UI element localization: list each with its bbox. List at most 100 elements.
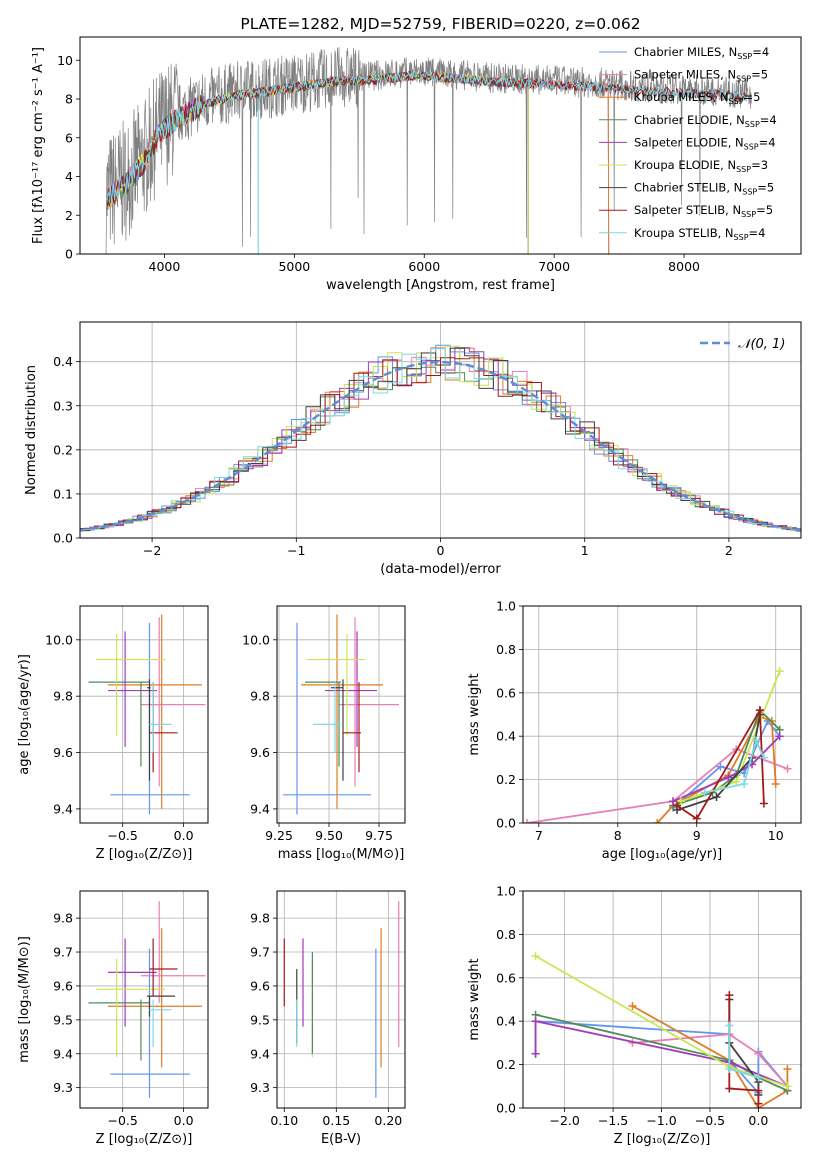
- legend-value: =4: [759, 135, 776, 149]
- data-point: [628, 1002, 637, 1011]
- errorbar-point: [325, 631, 377, 747]
- axes-weight_vs_age: 7 8 9 10 0.0 0.2 0.4 0.6 0.8 1.0 age [log₁₀(age/yr…: [467, 599, 801, 862]
- errorbar-point: [301, 614, 383, 809]
- errorbar-point: [331, 679, 344, 781]
- series-line: [676, 714, 761, 811]
- legend-label: Salpeter STELIB, NSSP=5: [634, 203, 773, 219]
- data-point: [755, 706, 764, 715]
- y-tick-label: 2: [65, 208, 73, 223]
- hist-plot: [80, 344, 801, 533]
- x-axis-label: Z [log₁₀(Z/Z⊙)]: [614, 1132, 711, 1147]
- y-tick-label: 9.7: [250, 945, 270, 960]
- y-tick-label: 9.6: [53, 745, 73, 760]
- errorbar-point: [95, 958, 166, 1058]
- y-tick-label: 9.4: [53, 1046, 73, 1061]
- legend-value: =3: [751, 158, 768, 172]
- errorbar-point: [88, 681, 150, 767]
- y-tick-label: 0.3: [53, 398, 73, 413]
- plot-frame: [522, 890, 802, 1109]
- y-tick-label: 9.8: [53, 911, 73, 926]
- data-point: [523, 819, 531, 823]
- errorbar-point: [108, 614, 202, 809]
- errorbar-point: [307, 634, 365, 736]
- x-tick-label: 7000: [538, 259, 570, 274]
- series-line: [704, 737, 765, 794]
- series-kroupa_elodie: [676, 667, 784, 806]
- data-point: [754, 1086, 763, 1095]
- y-tick-label: 10.0: [242, 632, 270, 647]
- data-point: [775, 732, 784, 741]
- legend-label: Chabrier STELIB, NSSP=5: [634, 181, 774, 197]
- errorbar-plot-age_vs_mass: [283, 614, 399, 815]
- data-point: [531, 1049, 540, 1058]
- x-tick-label: 0.15: [322, 1113, 350, 1128]
- data-point: [531, 952, 540, 961]
- legend-label: Kroupa STELIB, NSSP=4: [634, 226, 765, 242]
- errorbar-point: [147, 679, 151, 781]
- errorbar-point: [339, 617, 399, 787]
- errorbar-point: [343, 682, 361, 773]
- x-tick-label: 0: [437, 543, 445, 558]
- y-tick-label: 8: [65, 92, 73, 107]
- plot-frame: [79, 890, 209, 1109]
- legend-value: =5: [751, 68, 768, 82]
- y-axis-label: mass weight: [467, 673, 482, 755]
- x-tick-label: 9.50: [315, 828, 343, 843]
- data-point: [725, 991, 734, 1000]
- legend-sub: SSP: [745, 120, 760, 129]
- data-point: [531, 1017, 540, 1026]
- x-tick-label: 0.10: [270, 1113, 298, 1128]
- x-tick-label: 0.20: [374, 1113, 402, 1128]
- legend-text: Chabrier ELODIE, N: [634, 113, 745, 127]
- legend-text: Chabrier MILES, N: [634, 45, 737, 59]
- y-tick-label: 0.2: [53, 442, 73, 457]
- y-tick-label: 9.6: [250, 978, 270, 993]
- data-point: [783, 1064, 792, 1073]
- line-plot-weight_vs_age: [523, 667, 792, 823]
- errorbar-plot-mass_vs_z: [88, 901, 206, 1098]
- x-tick-label: 10: [768, 828, 784, 843]
- data-point: [732, 777, 741, 786]
- data-point: [740, 779, 749, 788]
- data-point: [716, 762, 725, 771]
- x-tick-label: 9.25: [265, 828, 293, 843]
- y-tick-label: 9.4: [53, 801, 73, 816]
- data-point: [700, 788, 709, 797]
- legend-value: =5: [756, 203, 773, 217]
- y-tick-label: 0.8: [496, 927, 516, 942]
- x-tick-label: 5000: [278, 259, 310, 274]
- errorbar-point: [140, 901, 206, 1003]
- series-line: [656, 715, 777, 823]
- legend-text: Salpeter STELIB, N: [634, 203, 741, 217]
- y-tick-label: 9.4: [250, 801, 270, 816]
- legend-sub: SSP: [741, 210, 756, 219]
- x-tick-label: 0.0: [174, 1113, 194, 1128]
- series-kroupa_stelib: [725, 1021, 763, 1082]
- x-axis-label: Z [log₁₀(Z/Z⊙)]: [96, 1132, 193, 1147]
- x-tick-label: 9.75: [365, 828, 393, 843]
- y-tick-label: 10.0: [45, 632, 73, 647]
- y-tick-label: 1.0: [496, 884, 516, 899]
- data-point: [751, 736, 760, 745]
- legend-sub: SSP: [737, 52, 752, 61]
- data-point: [754, 1099, 763, 1108]
- data-point: [759, 753, 768, 762]
- legend-label: Kroupa MILES, NSSP=5: [634, 90, 760, 106]
- axes-weight_vs_z: −2.0 −1.5 −1.0 −0.5 0.0 0.0 0.2 0.4 0.6 0.8 1.0 Z […: [467, 884, 801, 1147]
- y-tick-label: 4: [65, 169, 73, 184]
- data-point: [754, 1049, 763, 1058]
- y-tick-label: 9.5: [53, 1012, 73, 1027]
- series-line: [676, 707, 765, 820]
- y-axis-label: Flux [fλ10⁻¹⁷ erg cm⁻² s⁻¹ A⁻¹]: [31, 47, 46, 244]
- x-axis-label: E(B-V): [321, 1132, 361, 1147]
- series-kroupa_stelib: [700, 736, 768, 797]
- legend-sub: SSP: [736, 75, 751, 84]
- legend-text: Salpeter ELODIE, N: [634, 135, 744, 149]
- y-tick-label: 1.0: [496, 599, 516, 614]
- x-tick-label: 1: [581, 543, 589, 558]
- data-point: [759, 799, 768, 808]
- legend-sub: SSP: [729, 97, 744, 106]
- y-tick-label: 0.0: [496, 1101, 516, 1116]
- x-axis-label: (data-model)/error: [380, 562, 501, 577]
